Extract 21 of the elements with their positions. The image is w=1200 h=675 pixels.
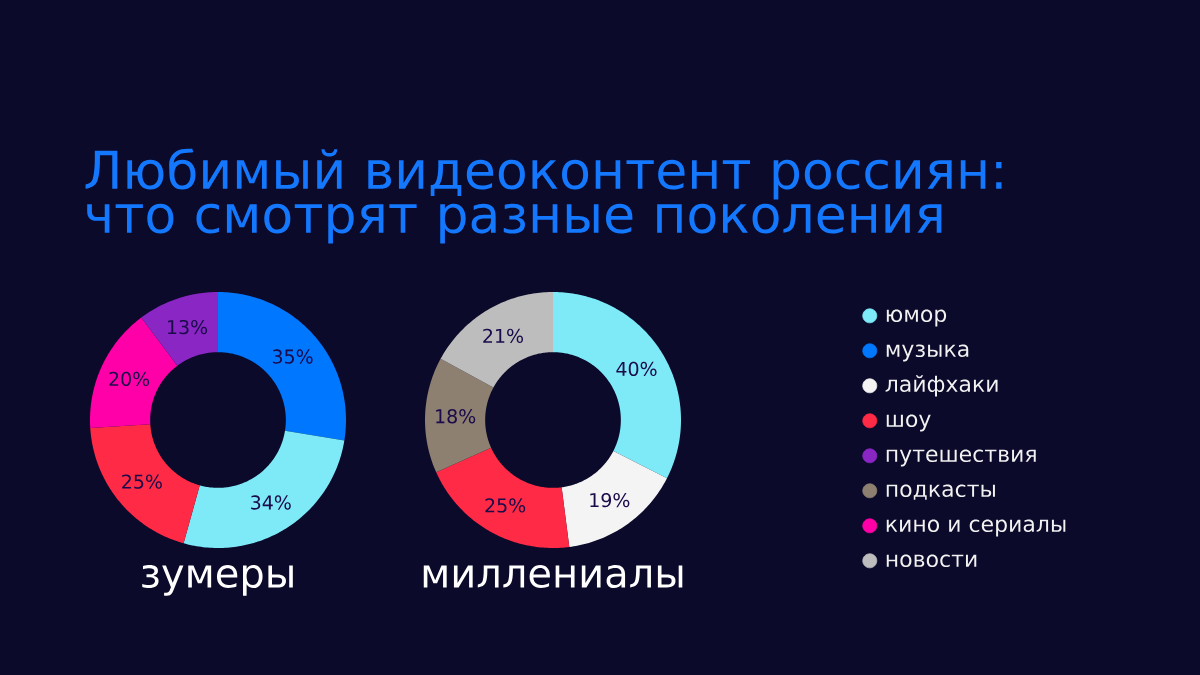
text: миллениалы: [423, 565, 683, 589]
legend-label: путешествия: [886, 449, 1036, 467]
data-label: 25%: [485, 498, 526, 513]
legend-label: новости: [886, 554, 977, 568]
data-label: 35%: [272, 349, 313, 364]
legend-label: лайфхаки: [885, 375, 998, 397]
data-label: 21%: [483, 328, 524, 344]
text: Любимый видеоконтент россиян: что смотрят разные поколения: [85, 148, 1002, 244]
data-label: 13%: [168, 319, 208, 335]
data-label: 19%: [590, 492, 630, 508]
legend-label: подкасты: [886, 484, 995, 500]
data-label: 40%: [616, 361, 657, 377]
legend-label: кино и сериалы: [886, 519, 1066, 537]
data-label: 20%: [109, 371, 150, 387]
legend-label: шоу: [886, 414, 931, 432]
data-label: 25%: [122, 474, 162, 489]
data-label: 18%: [436, 409, 476, 424]
legend-label: музыка: [886, 344, 969, 362]
legend-label: юмор: [886, 309, 947, 327]
data-label: 34%: [251, 495, 291, 510]
text: зумеры: [142, 565, 293, 596]
